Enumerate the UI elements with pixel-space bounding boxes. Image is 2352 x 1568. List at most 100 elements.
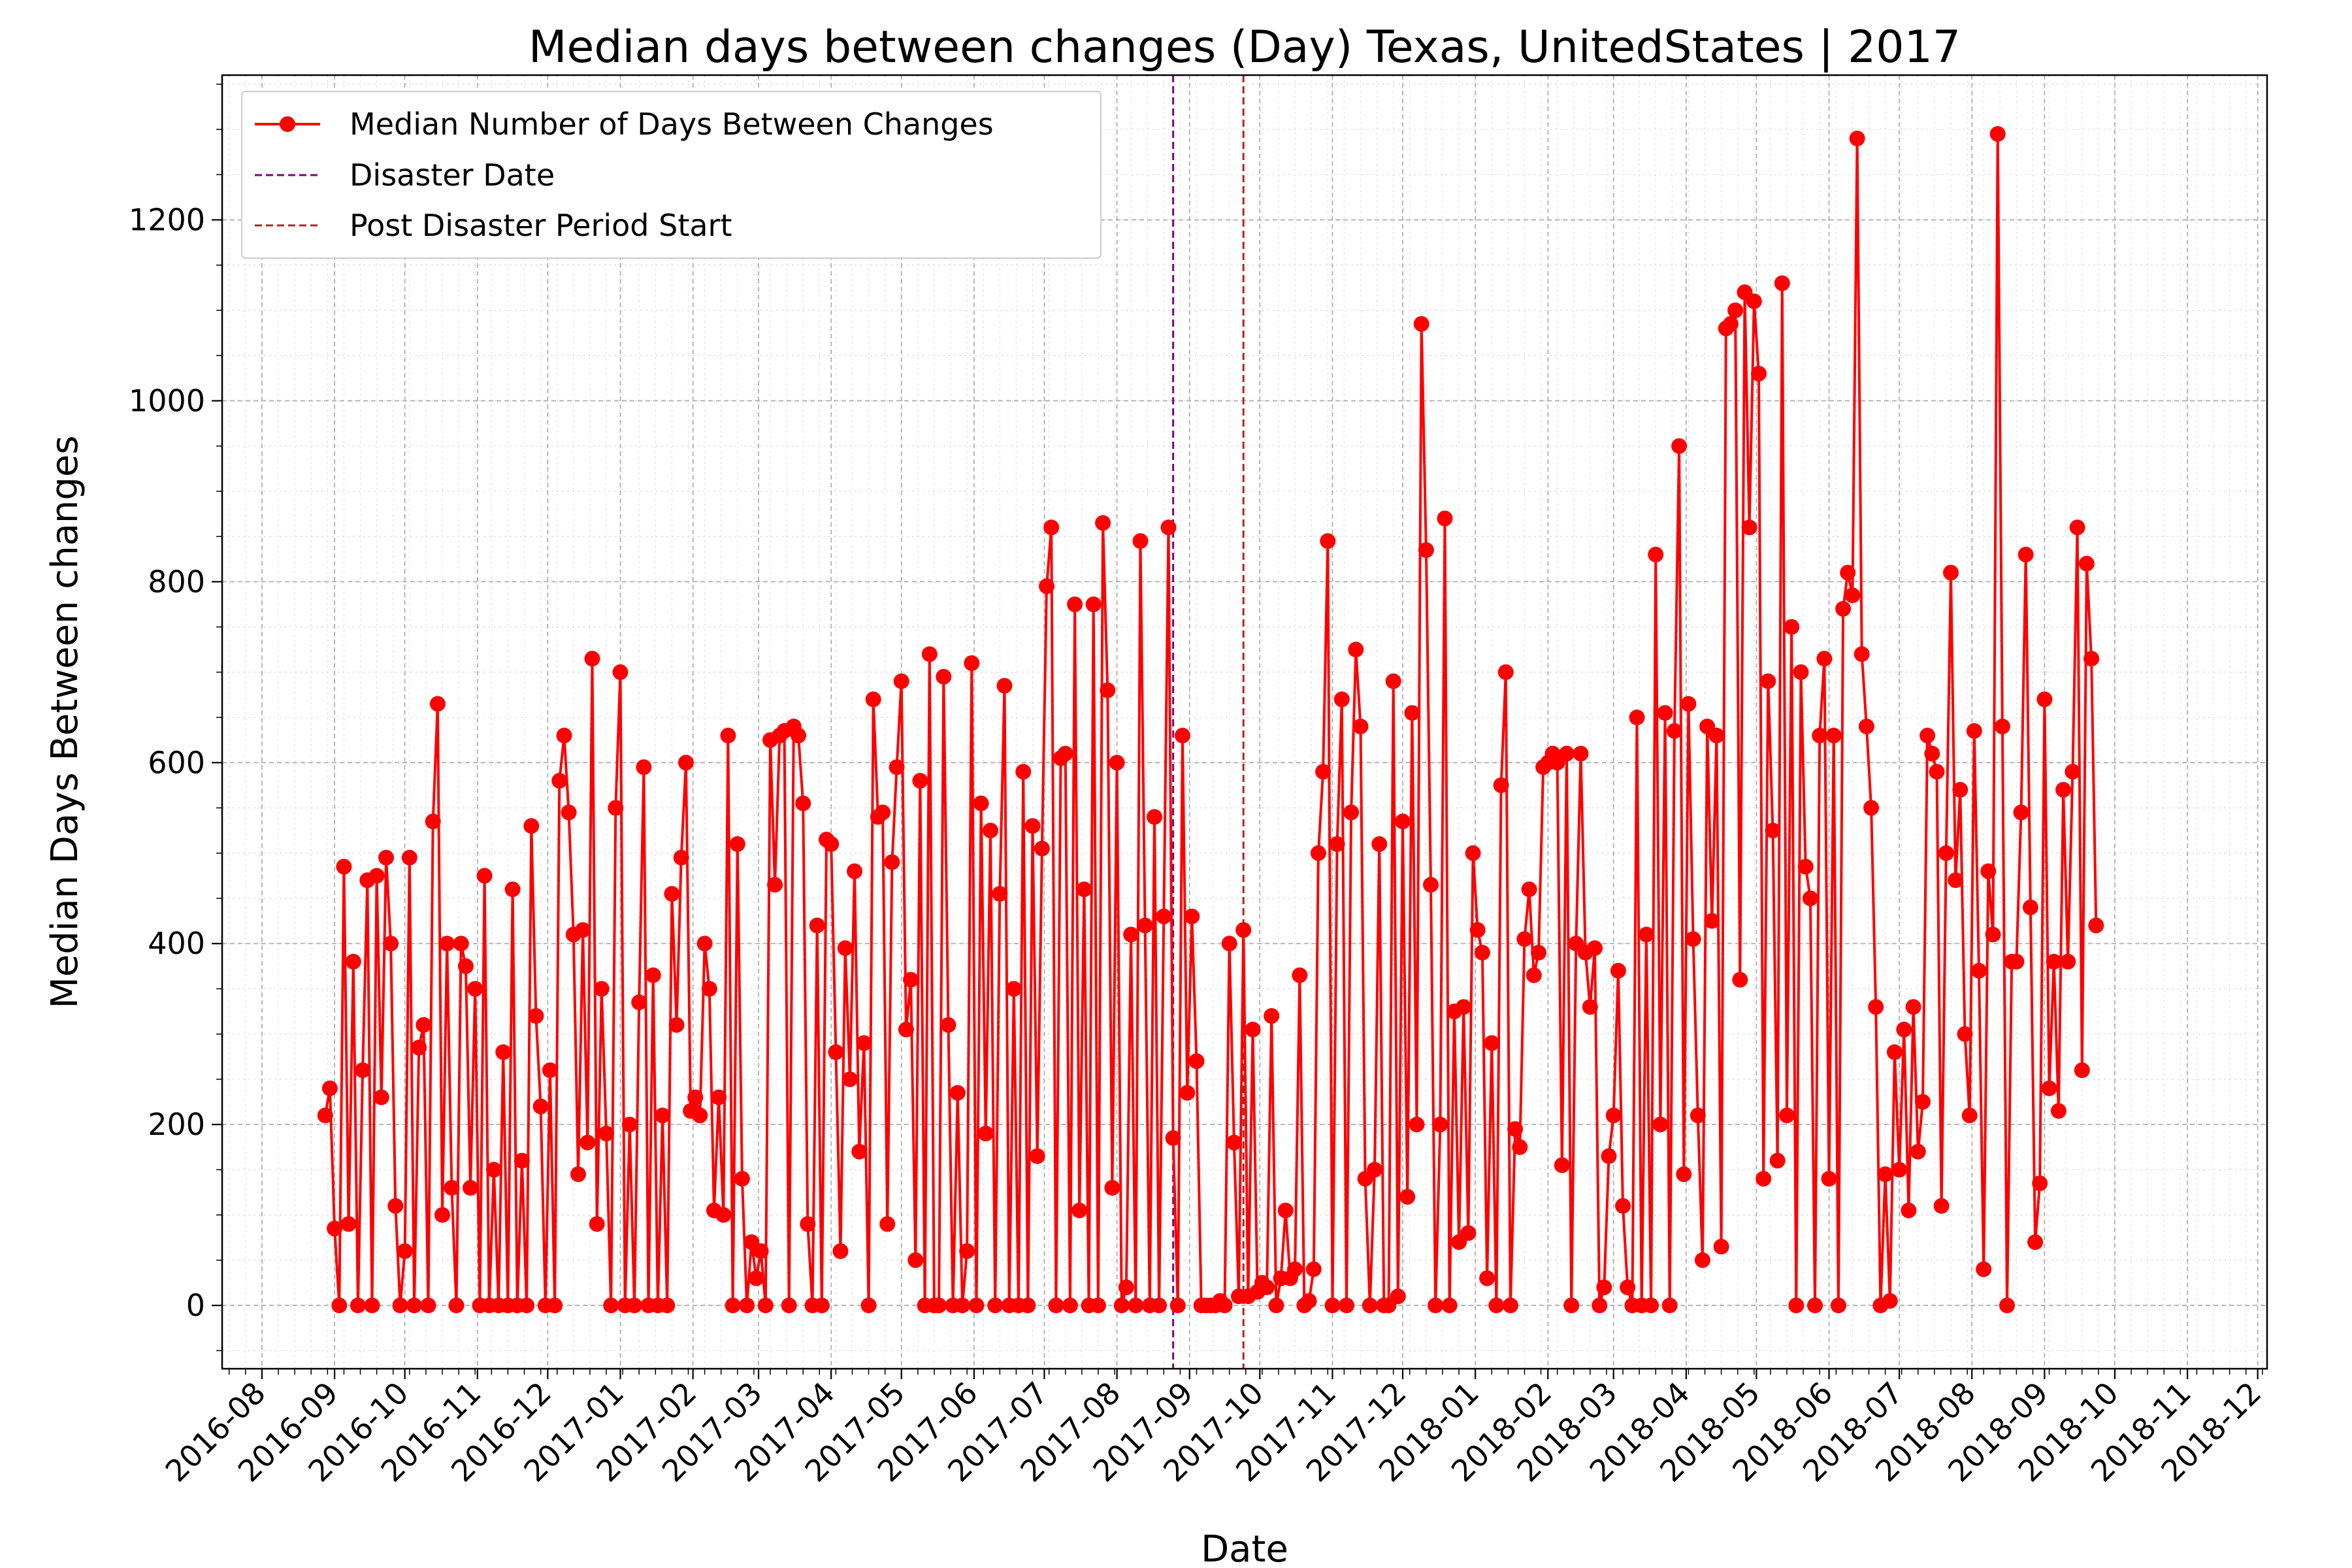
data-point: [321, 1080, 338, 1096]
data-point: [1685, 931, 1701, 947]
data-point: [1849, 130, 1865, 146]
data-point: [631, 994, 647, 1011]
data-point: [1915, 1094, 1931, 1110]
data-point: [983, 823, 998, 839]
data-point: [847, 863, 862, 879]
data-point: [514, 1152, 530, 1169]
data-point: [1531, 945, 1546, 961]
data-point: [1784, 619, 1800, 635]
data-point: [1456, 999, 1472, 1015]
data-point: [725, 1298, 741, 1314]
data-point: [2069, 519, 2085, 536]
data-point: [542, 1062, 558, 1079]
data-point: [1362, 1298, 1378, 1314]
data-point: [495, 1044, 512, 1060]
data-point: [2078, 555, 2095, 572]
data-point: [448, 1298, 465, 1314]
data-point: [1610, 962, 1626, 979]
data-point: [584, 651, 600, 667]
data-point: [2060, 953, 2076, 970]
data-point: [1418, 542, 1434, 558]
data-point: [1821, 1171, 1837, 1187]
data-point: [612, 664, 629, 680]
data-point: [476, 868, 493, 884]
data-point: [453, 936, 469, 952]
data-point: [1277, 1202, 1294, 1218]
data-point: [340, 1216, 357, 1232]
data-point: [1905, 999, 1921, 1015]
data-point: [1994, 718, 2010, 734]
data-point: [2046, 953, 2062, 970]
data-point: [828, 1044, 844, 1060]
data-point: [1292, 967, 1308, 983]
data-point: [1877, 1166, 1893, 1183]
data-point: [1301, 1293, 1317, 1309]
data-point: [1432, 1117, 1448, 1133]
data-point: [1765, 823, 1781, 839]
legend-box: [241, 91, 1102, 259]
data-point: [931, 1298, 947, 1314]
data-point: [485, 1162, 502, 1178]
data-point: [1512, 1139, 1528, 1155]
data-point: [387, 1198, 404, 1214]
data-point: [1601, 1148, 1617, 1164]
data-point: [795, 795, 811, 811]
data-point: [837, 940, 853, 956]
y-tick-label: 0: [186, 1288, 205, 1323]
data-point: [528, 1008, 544, 1024]
data-point: [664, 886, 680, 902]
data-point: [1840, 564, 1856, 581]
data-point: [561, 804, 577, 821]
data-point: [1924, 745, 1940, 762]
data-point: [401, 849, 417, 866]
data-point: [1085, 596, 1102, 612]
data-point: [753, 1243, 769, 1259]
y-tick-label: 400: [148, 926, 205, 961]
data-point: [397, 1243, 413, 1259]
data-point: [547, 1298, 563, 1314]
data-point: [1643, 1298, 1659, 1314]
data-point: [1774, 275, 1790, 291]
data-point: [1367, 1162, 1382, 1178]
data-point: [420, 1298, 436, 1314]
data-point: [1886, 1044, 1903, 1060]
data-point: [1104, 1180, 1120, 1196]
data-point: [1901, 1202, 1917, 1218]
data-point: [1488, 1298, 1505, 1314]
data-point: [1352, 718, 1369, 734]
data-point: [1521, 881, 1537, 898]
data-point: [345, 953, 361, 970]
data-point: [1469, 922, 1486, 938]
data-point: [1441, 1298, 1458, 1314]
data-point: [1976, 1261, 1992, 1277]
data-point: [416, 1017, 432, 1033]
data-point: [1554, 1157, 1570, 1173]
data-point: [2083, 651, 2100, 667]
data-point: [1671, 438, 1688, 454]
data-point: [1854, 646, 1870, 662]
data-point: [729, 836, 745, 852]
data-point: [889, 759, 905, 776]
data-point: [603, 1298, 619, 1314]
data-point: [791, 727, 806, 743]
data-point: [959, 1243, 975, 1259]
data-point: [1305, 1261, 1322, 1277]
data-point: [1460, 1225, 1477, 1241]
data-point: [1348, 642, 1364, 658]
x-axis-title: Date: [1201, 1528, 1288, 1568]
data-point: [879, 1216, 896, 1232]
data-point: [1863, 800, 1880, 816]
data-point: [317, 1107, 333, 1124]
data-point: [739, 1298, 755, 1314]
data-point: [823, 836, 840, 852]
data-point: [2088, 917, 2104, 934]
data-point: [734, 1171, 750, 1187]
data-point: [1371, 836, 1388, 852]
data-point: [1507, 1121, 1524, 1137]
data-point: [1680, 696, 1697, 712]
data-point: [1559, 745, 1575, 762]
data-point: [1929, 764, 1945, 780]
data-point: [1943, 564, 1959, 581]
data-point: [636, 759, 652, 776]
data-point: [1343, 804, 1360, 821]
